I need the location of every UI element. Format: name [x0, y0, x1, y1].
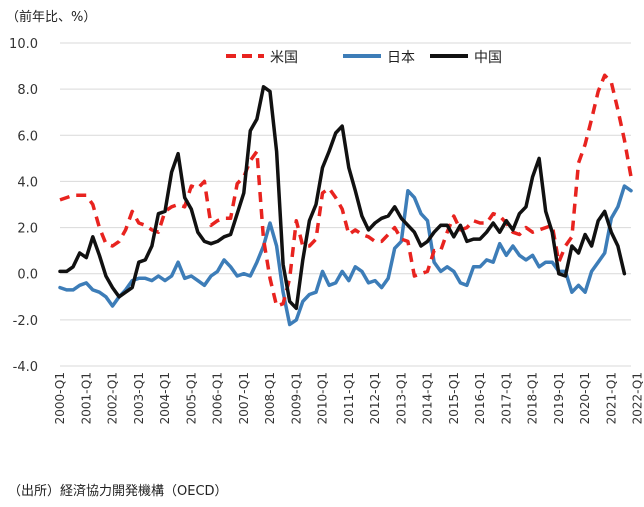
x-tick-label: 2008-Q1 — [263, 372, 277, 424]
x-tick-label: 2000-Q1 — [53, 372, 67, 424]
source-note: （出所）経済協力開発機構（OECD） — [8, 484, 228, 499]
x-tick-label: 2003-Q1 — [132, 372, 146, 424]
y-tick-label: -2.0 — [13, 314, 38, 329]
x-tick-label: 2022-Q1 — [631, 372, 644, 424]
x-tick-label: 2011-Q1 — [342, 372, 356, 424]
x-tick-label: 2016-Q1 — [473, 372, 487, 424]
x-tick-label: 2007-Q1 — [237, 372, 251, 424]
y-tick-label: 10.0 — [9, 37, 38, 52]
y-tick-label: -4.0 — [13, 360, 38, 375]
x-tick-label: 2001-Q1 — [79, 372, 93, 424]
y-axis-ticks: 10.0 8.0 6.0 4.0 2.0 0.0 -2.0 -4.0 — [9, 37, 38, 375]
legend-label: 日本 — [387, 50, 415, 66]
x-tick-label: 2021-Q1 — [604, 372, 618, 424]
x-tick-label: 2002-Q1 — [106, 372, 120, 424]
series-lines — [58, 73, 633, 327]
x-tick-label: 2006-Q1 — [211, 372, 225, 424]
y-tick-label: 6.0 — [17, 129, 38, 144]
x-axis-ticks: 2000-Q1 2001-Q1 2002-Q1 2003-Q1 2004-Q1 2005-… — [53, 372, 644, 424]
series-line-日本 — [58, 184, 633, 327]
x-tick-label: 2005-Q1 — [184, 372, 198, 424]
legend: 米国 日本 中国 — [226, 50, 502, 66]
x-tick-label: 2015-Q1 — [447, 372, 461, 424]
x-tick-label: 2014-Q1 — [421, 372, 435, 424]
unit-label: （前年比、%） — [6, 10, 97, 25]
y-tick-label: 4.0 — [17, 175, 38, 190]
x-tick-label: 2020-Q1 — [578, 372, 592, 424]
x-tick-label: 2004-Q1 — [158, 372, 172, 424]
x-tick-label: 2012-Q1 — [368, 372, 382, 424]
legend-label: 米国 — [270, 50, 298, 66]
x-tick-label: 2010-Q1 — [316, 372, 330, 424]
x-tick-label: 2013-Q1 — [394, 372, 408, 424]
y-tick-label: 8.0 — [17, 83, 38, 98]
x-tick-label: 2009-Q1 — [289, 372, 303, 424]
x-tick-label: 2018-Q1 — [526, 372, 540, 424]
y-tick-label: 0.0 — [17, 268, 38, 283]
series-line-米国 — [59, 73, 633, 308]
y-tick-label: 2.0 — [17, 222, 38, 237]
legend-label: 中国 — [474, 50, 502, 66]
series-line-中国 — [58, 85, 627, 311]
x-tick-label: 2019-Q1 — [552, 372, 566, 424]
x-tick-label: 2017-Q1 — [499, 372, 513, 424]
